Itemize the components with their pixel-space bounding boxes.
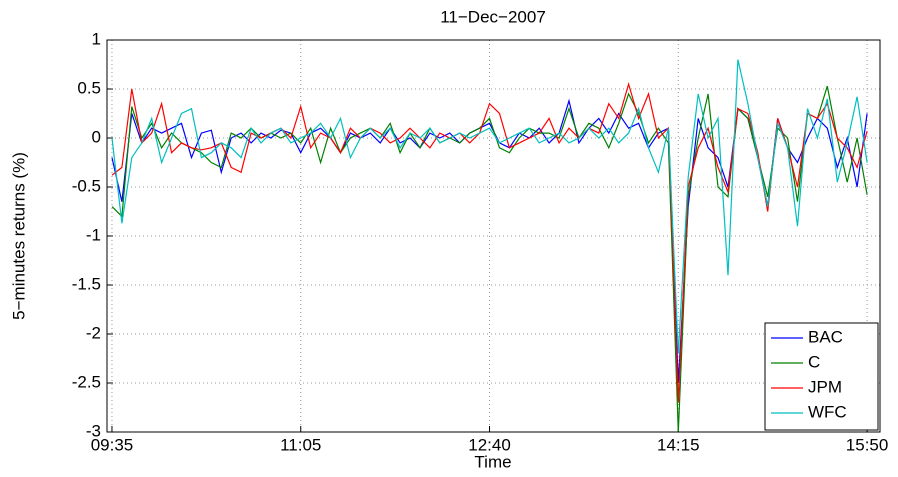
y-tick-label: -1.5 — [72, 274, 101, 293]
series-line — [111, 59, 868, 354]
y-tick-label: 0 — [92, 127, 101, 146]
y-tick-label: -2.5 — [72, 372, 101, 391]
x-axis-label: Time — [474, 452, 511, 471]
y-tick-label: -1 — [86, 225, 101, 244]
legend: BAC C JPM WFC — [764, 322, 879, 431]
x-tick-label: 12:40 — [468, 435, 511, 454]
plot-frame — [106, 39, 881, 433]
legend-label: BAC — [808, 327, 843, 346]
x-tick-label: 14:15 — [657, 435, 700, 454]
x-tick-label: 15:50 — [846, 435, 889, 454]
series-line — [111, 85, 868, 433]
y-axis-label: 5−minutes returns (%) — [9, 152, 28, 320]
legend-label: JPM — [808, 377, 842, 396]
x-tick-label: 11:05 — [280, 435, 321, 454]
legend-label: WFC — [808, 402, 847, 421]
y-tick-label: 1 — [92, 29, 101, 48]
plot-area — [107, 40, 880, 432]
series-line — [111, 81, 868, 403]
y-tick-label: -0.5 — [72, 176, 101, 195]
x-tick-label: 09:35 — [91, 435, 134, 454]
y-tick-label: -2 — [86, 323, 101, 342]
chart-title: 11−Dec−2007 — [440, 7, 546, 26]
legend-box — [764, 322, 879, 431]
y-tick-label: -3 — [86, 421, 101, 440]
y-tick-label: 0.5 — [77, 78, 101, 97]
legend-label: C — [808, 352, 820, 371]
